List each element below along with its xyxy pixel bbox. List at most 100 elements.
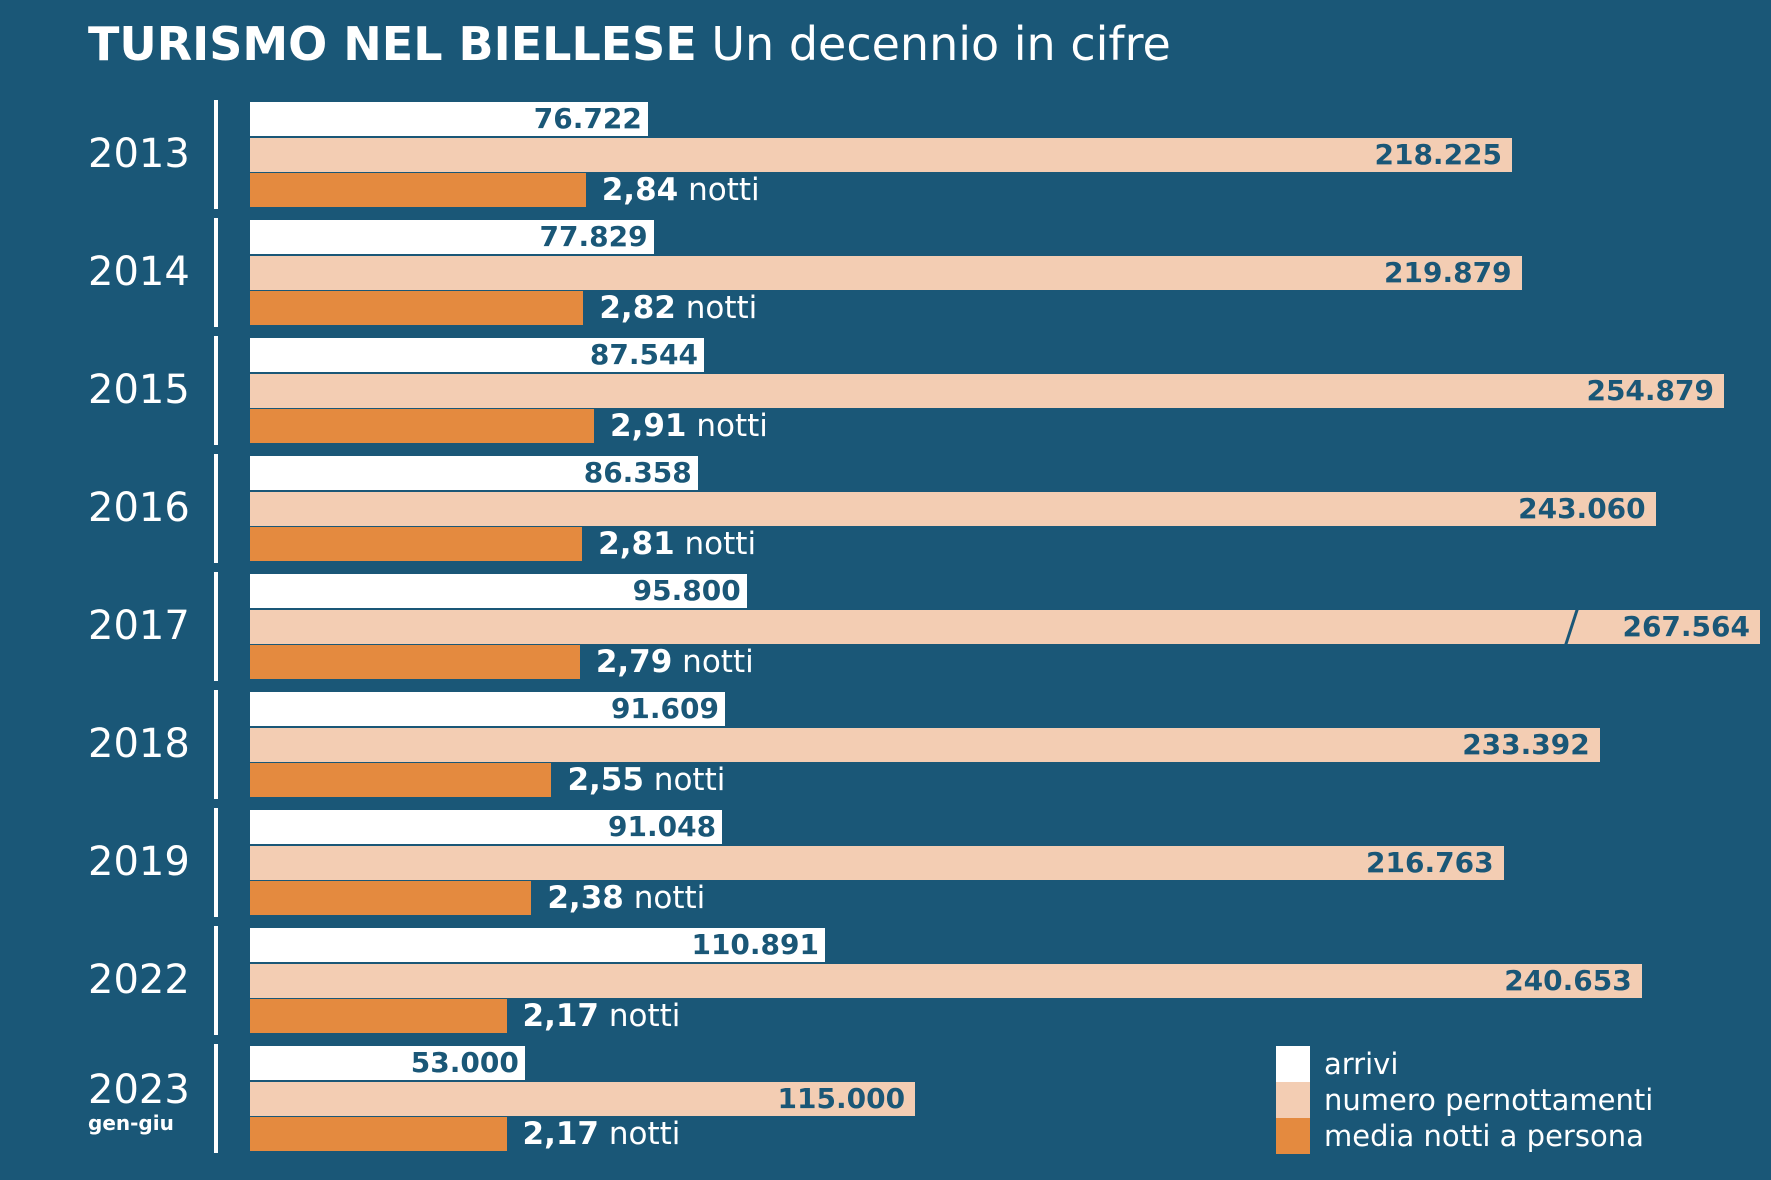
media-number: 2,38: [547, 880, 624, 916]
value-media-2015: 2,91 notti: [610, 409, 768, 443]
media-unit: notti: [688, 172, 760, 208]
media-unit: notti: [682, 644, 754, 680]
year-label-2017: 2017: [88, 603, 190, 649]
year-label-2019: 2019: [88, 839, 190, 885]
bar-media-2016: [250, 527, 583, 561]
legend-label-arrivi: arrivi: [1324, 1047, 1399, 1081]
bar-pernottamenti-2013: [250, 137, 1513, 172]
media-unit: notti: [633, 880, 706, 916]
bar-media-2023: [250, 1117, 507, 1151]
bar-media-2017: [250, 645, 580, 679]
media-unit: notti: [685, 290, 758, 326]
bar-pernottamenti-2019: [250, 845, 1504, 880]
value-arrivi-2018: 91.609: [610, 692, 720, 725]
value-arrivi-2023: 53.000: [410, 1046, 519, 1079]
bar-arrivi-2023: [250, 1046, 525, 1080]
value-pernottamenti-2019: 216.763: [1366, 845, 1494, 879]
bar-pernottamenti-2016: [250, 491, 1656, 526]
bar-arrivi-2016: [250, 456, 698, 490]
bar-pernottamenti-2018: [250, 727, 1600, 762]
value-media-2014: 2,82 notti: [599, 291, 757, 325]
value-media-2018: 2,55 notti: [567, 763, 725, 797]
value-media-2022: 2,17 notti: [523, 999, 681, 1033]
bar-arrivi-2017: [250, 574, 747, 608]
value-arrivi-2022: 110.891: [691, 928, 819, 961]
value-arrivi-2015: 87.544: [589, 338, 698, 371]
value-arrivi-2013: 76.722: [533, 102, 642, 135]
year-separator: [214, 218, 218, 327]
year-separator: [214, 1044, 218, 1153]
value-pernottamenti-2015: 254.879: [1586, 373, 1714, 407]
legend-label-pernott: numero pernottamenti: [1324, 1083, 1654, 1117]
bar-pernottamenti-2015: [250, 373, 1724, 408]
value-pernottamenti-2013: 218.225: [1374, 137, 1503, 171]
bar-pernottamenti-2022: [250, 963, 1642, 998]
bar-media-2018: [250, 763, 552, 797]
value-pernottamenti-2022: 240.653: [1504, 963, 1632, 997]
bar-arrivi-2013: [250, 102, 648, 136]
media-unit: notti: [696, 408, 768, 444]
media-unit: notti: [608, 1116, 681, 1152]
value-media-2017: 2,79 notti: [596, 645, 754, 679]
bar-pernottamenti-2023: [250, 1081, 916, 1116]
media-number: 2,81: [598, 526, 675, 562]
year-separator: [214, 336, 218, 445]
media-unit: notti: [684, 526, 757, 562]
year-separator: [214, 454, 218, 563]
bar-arrivi-2015: [250, 338, 704, 372]
legend-swatch-arrivi: [1276, 1046, 1310, 1082]
year-separator: [214, 690, 218, 799]
media-number: 2,79: [595, 644, 673, 680]
media-number: 2,84: [601, 172, 679, 208]
year-label-2018: 2018: [88, 721, 190, 767]
media-number: 2,17: [522, 1116, 600, 1152]
bar-arrivi-2018: [250, 692, 726, 726]
chart-title: TURISMO NEL BIELLESE Un decennio in cifr…: [88, 14, 1171, 74]
year-label-2023: 2023: [88, 1067, 190, 1113]
legend-swatch-pernott: [1276, 1082, 1310, 1118]
year-separator: [214, 100, 218, 209]
media-number: 2,82: [599, 290, 676, 326]
bar-media-2014: [250, 291, 584, 325]
value-pernottamenti-2018: 233.392: [1462, 727, 1590, 761]
year-label-2015: 2015: [88, 367, 190, 413]
bar-media-2019: [250, 881, 532, 915]
year-note-2023: gen-giu: [88, 1111, 174, 1135]
value-arrivi-2017: 95.800: [632, 574, 741, 607]
bar-media-2015: [250, 409, 594, 443]
year-label-2014: 2014: [88, 249, 190, 295]
bar-arrivi-2014: [250, 220, 654, 254]
value-pernottamenti-2016: 243.060: [1518, 491, 1646, 525]
media-unit: notti: [608, 998, 681, 1034]
media-number: 2,17: [522, 998, 600, 1034]
bar-media-2013: [250, 173, 586, 207]
bar-arrivi-2019: [250, 810, 723, 844]
value-arrivi-2014: 77.829: [539, 220, 648, 253]
year-label-2013: 2013: [88, 131, 190, 177]
bar-pernottamenti-2014: [250, 255, 1522, 290]
media-number: 2,55: [567, 762, 644, 798]
value-pernottamenti-2017: 267.564: [1622, 609, 1750, 643]
year-label-2016: 2016: [88, 485, 190, 531]
year-separator: [214, 808, 218, 917]
bar-media-2022: [250, 999, 507, 1033]
bar-arrivi-2022: [250, 928, 825, 962]
value-pernottamenti-2014: 219.879: [1384, 255, 1512, 289]
year-separator: [214, 572, 218, 681]
year-label-2022: 2022: [88, 957, 190, 1003]
value-media-2023: 2,17 notti: [523, 1117, 681, 1151]
value-media-2013: 2,84 notti: [602, 173, 760, 207]
value-pernottamenti-2023: 115.000: [777, 1081, 906, 1115]
year-separator: [214, 926, 218, 1035]
value-arrivi-2019: 91.048: [608, 810, 717, 843]
bar-pernottamenti-2017: [250, 609, 1760, 644]
value-arrivi-2016: 86.358: [583, 456, 692, 489]
media-number: 2,91: [610, 408, 687, 444]
legend-swatch-media: [1276, 1118, 1310, 1154]
legend-label-media: media notti a persona: [1324, 1119, 1644, 1153]
title-subtitle: Un decennio in cifre: [711, 17, 1171, 71]
title-bold: TURISMO NEL BIELLESE: [88, 17, 697, 71]
value-media-2019: 2,38 notti: [547, 881, 705, 915]
value-media-2016: 2,81 notti: [598, 527, 756, 561]
